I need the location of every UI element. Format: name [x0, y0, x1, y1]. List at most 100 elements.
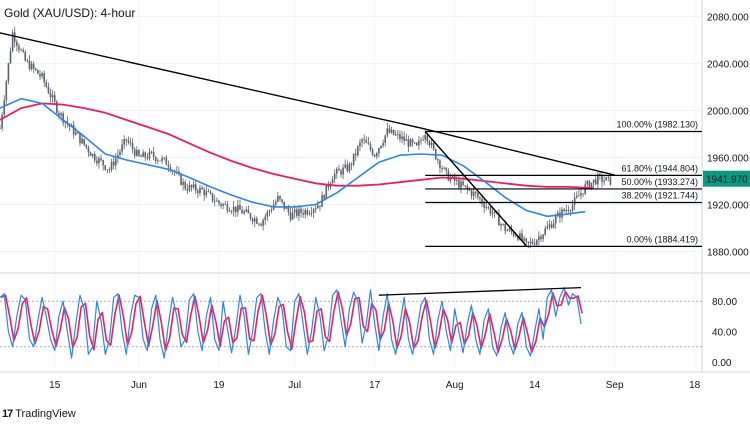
candle-body	[253, 218, 256, 222]
candle-body	[369, 144, 372, 150]
candle-body	[399, 134, 401, 140]
candle-body	[169, 166, 172, 171]
candle-body	[510, 228, 513, 232]
candle-body	[455, 180, 458, 181]
candle-body	[479, 197, 481, 199]
candle-body	[285, 207, 288, 209]
candle-body	[382, 142, 384, 146]
candle-body	[211, 193, 214, 201]
candle-body	[430, 142, 433, 146]
candle-body	[146, 157, 149, 159]
candle-body	[384, 135, 387, 143]
candle-body	[96, 160, 98, 164]
candle-body	[424, 135, 427, 140]
candle-body	[439, 160, 441, 169]
candle-body	[293, 209, 296, 213]
candle-body	[567, 209, 570, 212]
candle-body	[58, 112, 60, 116]
candle-body	[192, 184, 195, 188]
candle-body	[1, 114, 3, 129]
candle-body	[340, 170, 342, 175]
candle-body	[117, 154, 119, 159]
candle-body	[344, 164, 347, 168]
candle-body	[237, 205, 239, 213]
candle-body	[521, 233, 523, 241]
candle-body	[74, 132, 77, 135]
candle-body	[485, 207, 488, 208]
candle-body	[247, 209, 250, 214]
candle-body	[449, 177, 452, 181]
tradingview-logo[interactable]: 17 TradingView	[2, 408, 76, 420]
candle-body	[319, 205, 321, 207]
candle-body	[47, 86, 50, 94]
candle-body	[588, 181, 591, 189]
candle-body	[289, 212, 292, 220]
candle-body	[468, 188, 471, 191]
candle-body	[407, 139, 410, 147]
candle-body	[39, 73, 41, 77]
candle-body	[150, 151, 153, 153]
candle-body	[483, 203, 485, 208]
fib-level-label-0: 100.00% (1982.130)	[616, 119, 698, 129]
candle-body	[131, 143, 134, 150]
candle-body	[346, 164, 349, 171]
candle-body	[277, 196, 279, 202]
candle-body	[256, 218, 258, 224]
candle-body	[390, 129, 393, 133]
candle-body	[502, 224, 504, 225]
candle-body	[571, 204, 574, 211]
candle-body	[443, 167, 445, 169]
candle-body	[127, 140, 130, 143]
candle-body	[348, 164, 351, 171]
candle-body	[260, 224, 262, 226]
trendline-0	[0, 32, 615, 176]
candle-body	[22, 50, 24, 52]
candle-body	[93, 153, 96, 161]
candle-body	[357, 146, 359, 156]
price-tick-label: 2080.000	[707, 12, 749, 23]
candle-body	[350, 164, 353, 165]
candle-body	[123, 138, 125, 145]
osc-tick-label: 0.00	[712, 358, 732, 369]
candle-body	[251, 218, 254, 222]
candle-body	[409, 139, 412, 147]
candle-body	[460, 181, 462, 188]
moving-average-fast	[0, 97, 586, 218]
candle-body	[224, 203, 227, 205]
candle-body	[601, 175, 603, 182]
candle-body	[418, 140, 420, 146]
candle-body	[148, 151, 151, 159]
candle-body	[121, 144, 123, 152]
candle-body	[32, 63, 35, 69]
candle-body	[83, 138, 85, 145]
candle-body	[514, 235, 517, 237]
candle-body	[230, 211, 233, 213]
candle-body	[597, 174, 599, 185]
candle-body	[546, 226, 549, 229]
candle-body	[491, 213, 494, 214]
candle-body	[133, 149, 136, 156]
candle-body	[441, 168, 443, 169]
candle-body	[266, 211, 269, 217]
candle-body	[415, 142, 418, 146]
osc-tick-label: 40.00	[712, 328, 737, 339]
candle-body	[85, 144, 88, 148]
candle-body	[203, 189, 205, 196]
candle-body	[538, 236, 540, 241]
candle-body	[312, 209, 315, 213]
candle-body	[110, 161, 113, 170]
candle-body	[458, 180, 460, 188]
time-tick-label: Jun	[131, 380, 147, 391]
candle-body	[239, 205, 241, 210]
candle-body	[397, 134, 399, 135]
candle-body	[500, 224, 502, 226]
candle-body	[504, 224, 506, 232]
candle-body	[386, 128, 389, 136]
candle-body	[575, 195, 578, 198]
candle-body	[258, 223, 260, 225]
candle-body	[563, 209, 565, 212]
candle-body	[464, 185, 467, 187]
candle-body	[569, 210, 572, 212]
candle-body	[154, 156, 157, 162]
